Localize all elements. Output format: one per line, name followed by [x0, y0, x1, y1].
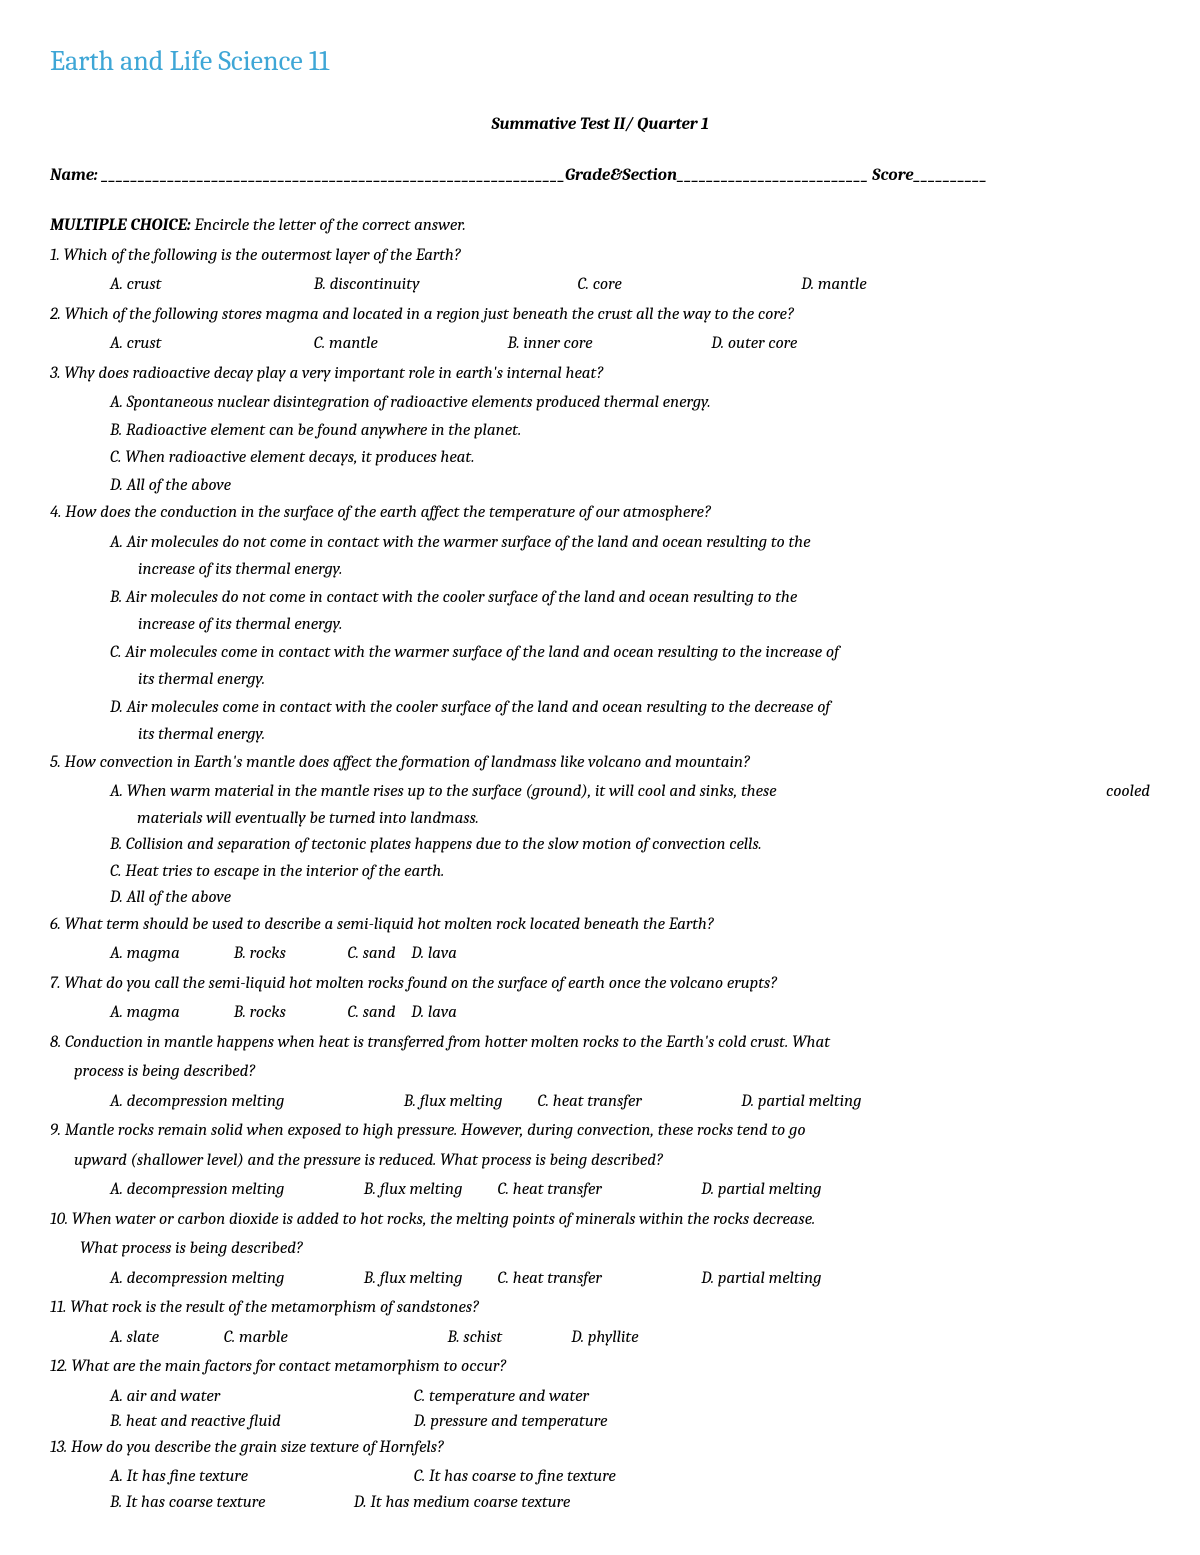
option-b: B. Collision and separation of tectonic … — [110, 832, 1150, 858]
option-d: D. All of the above — [110, 473, 1150, 499]
option-c: C. It has coarse to fine texture — [414, 1464, 616, 1490]
question-2-options: A. crust C. mantle B. inner core D. oute… — [110, 331, 1150, 357]
option-d-cont: its thermal energy. — [138, 722, 1150, 748]
option-b: B. Air molecules do not come in contact … — [110, 585, 1150, 611]
option-a: A. Spontaneous nuclear disintegration of… — [110, 390, 1150, 416]
option-d: D. partial melting — [701, 1177, 821, 1203]
option-c: C. temperature and water — [414, 1384, 589, 1410]
question-6-options: A. magma B. rocks C. sand D. lava — [110, 941, 1150, 967]
option-c: C. When radioactive element decays, it p… — [110, 445, 1150, 471]
option-b-cont: increase of its thermal energy. — [138, 612, 1150, 638]
question-11-options: A. slate C. marble B. schist D. phyllite — [110, 1325, 1150, 1351]
question-13-options: A. It has fine texture C. It has coarse … — [110, 1464, 1150, 1515]
option-a: A. decompression melting — [110, 1266, 360, 1292]
option-d: D. outer core — [711, 331, 797, 357]
option-b: B. heat and reactive fluid — [110, 1409, 410, 1435]
option-d: D. All of the above — [110, 885, 1150, 911]
question-6: 6. What term should be used to describe … — [50, 912, 1150, 938]
option-d: D. partial melting — [701, 1266, 821, 1292]
question-9-cont: upward (shallower level) and the pressur… — [74, 1148, 1150, 1174]
option-a: A. When warm material in the mantle rise… — [110, 779, 1150, 805]
option-a-main: A. When warm material in the mantle rise… — [110, 782, 777, 801]
option-a-cont: materials will eventually be turned into… — [137, 806, 1150, 832]
question-7: 7. What do you call the semi-liquid hot … — [50, 971, 1150, 997]
option-a: A. slate — [110, 1325, 220, 1351]
question-10-cont: What process is being described? — [80, 1236, 1150, 1262]
instruction-text: Encircle the letter of the correct answe… — [191, 216, 466, 235]
option-a: A. magma — [110, 1000, 230, 1026]
option-a: A. air and water — [110, 1384, 410, 1410]
option-c: C. Heat tries to escape in the interior … — [110, 859, 1150, 885]
option-b: B. flux melting — [364, 1177, 494, 1203]
option-c: C. marble — [224, 1325, 444, 1351]
subtitle: Summative Test II/ Quarter 1 — [50, 112, 1150, 138]
question-1: 1. Which of the following is the outermo… — [50, 243, 1150, 269]
question-9-options: A. decompression melting B. flux melting… — [110, 1177, 1150, 1203]
question-10-options: A. decompression melting B. flux melting… — [110, 1266, 1150, 1292]
option-b: B. rocks — [234, 941, 344, 967]
question-7-options: A. magma B. rocks C. sand D. lava — [110, 1000, 1150, 1026]
option-b: B. rocks — [234, 1000, 344, 1026]
option-d: D. lava — [411, 941, 457, 967]
instructions: MULTIPLE CHOICE: Encircle the letter of … — [50, 213, 1150, 239]
option-c: C. mantle — [314, 331, 504, 357]
option-a: A. crust — [110, 272, 310, 298]
option-d: D. phyllite — [571, 1325, 638, 1351]
option-c: C. heat transfer — [498, 1177, 698, 1203]
option-b: B. discontinuity — [314, 272, 574, 298]
question-8-cont: process is being described? — [74, 1059, 1150, 1085]
option-b: B. Radioactive element can be found anyw… — [110, 418, 1150, 444]
option-d: D. mantle — [801, 272, 866, 298]
option-d: D. It has medium coarse texture — [354, 1490, 571, 1516]
option-a: A. decompression melting — [110, 1089, 400, 1115]
option-a: A. magma — [110, 941, 230, 967]
question-5-options: A. When warm material in the mantle rise… — [50, 779, 1150, 911]
option-c: C. heat transfer — [538, 1089, 738, 1115]
option-c: C. sand — [348, 1000, 408, 1026]
option-d: D. lava — [411, 1000, 457, 1026]
question-3: 3. Why does radioactive decay play a ver… — [50, 361, 1150, 387]
option-d: D. pressure and temperature — [414, 1409, 608, 1435]
question-12: 12. What are the main factors for contac… — [50, 1354, 1150, 1380]
page-title: Earth and Life Science 11 — [50, 40, 1150, 82]
question-1-options: A. crust B. discontinuity C. core D. man… — [110, 272, 1150, 298]
question-4-options: A. Air molecules do not come in contact … — [110, 530, 1150, 748]
student-info-line: Name: __________________________________… — [50, 163, 1150, 189]
option-c: C. heat transfer — [498, 1266, 698, 1292]
option-c: C. Air molecules come in contact with th… — [110, 640, 1150, 666]
option-b: B. inner core — [508, 331, 708, 357]
question-13: 13. How do you describe the grain size t… — [50, 1435, 1150, 1461]
option-c: C. core — [578, 272, 798, 298]
option-a: A. Air molecules do not come in contact … — [110, 530, 1150, 556]
option-d: D. Air molecules come in contact with th… — [110, 695, 1150, 721]
question-8-options: A. decompression melting B. flux melting… — [110, 1089, 1150, 1115]
option-a: A. crust — [110, 331, 310, 357]
option-b: B. It has coarse texture — [110, 1490, 350, 1516]
question-9: 9. Mantle rocks remain solid when expose… — [50, 1118, 1150, 1144]
instruction-label: MULTIPLE CHOICE: — [50, 216, 191, 235]
question-2: 2. Which of the following stores magma a… — [50, 302, 1150, 328]
question-8: 8. Conduction in mantle happens when hea… — [50, 1030, 1150, 1056]
option-a-cont: increase of its thermal energy. — [138, 557, 1150, 583]
option-b: B. flux melting — [364, 1266, 494, 1292]
option-b: B. schist — [448, 1325, 568, 1351]
option-c: C. sand — [348, 941, 408, 967]
question-3-options: A. Spontaneous nuclear disintegration of… — [110, 390, 1150, 498]
option-a: A. It has fine texture — [110, 1464, 410, 1490]
option-b: B. flux melting — [404, 1089, 534, 1115]
question-10: 10. When water or carbon dioxide is adde… — [50, 1207, 1150, 1233]
question-11: 11. What rock is the result of the metam… — [50, 1295, 1150, 1321]
option-a: A. decompression melting — [110, 1177, 360, 1203]
question-12-options: A. air and water C. temperature and wate… — [110, 1384, 1150, 1435]
option-a-trail: cooled — [1106, 779, 1150, 805]
question-5: 5. How convection in Earth's mantle does… — [50, 750, 1150, 776]
option-c-cont: its thermal energy. — [138, 667, 1150, 693]
option-d: D. partial melting — [741, 1089, 861, 1115]
question-4: 4. How does the conduction in the surfac… — [50, 500, 1150, 526]
